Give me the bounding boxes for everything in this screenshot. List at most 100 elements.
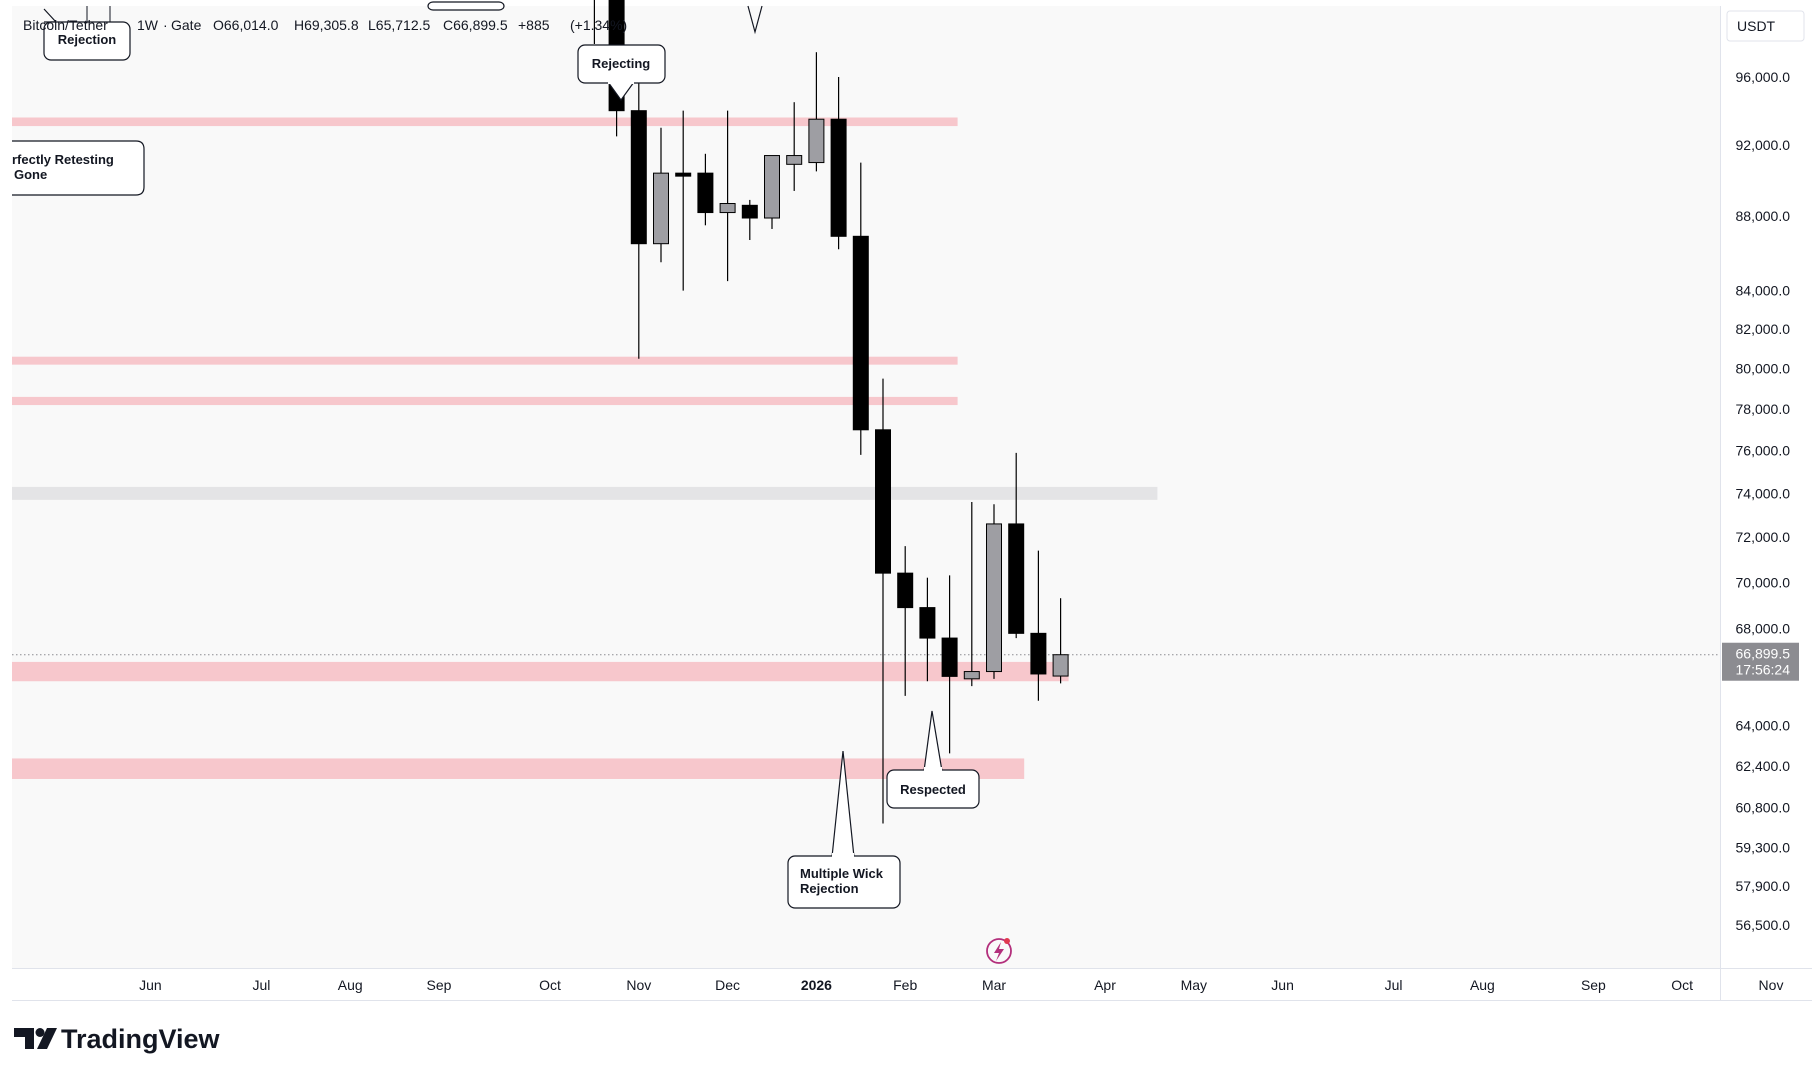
price-tick-label: 78,000.0	[1736, 401, 1791, 417]
candle-20	[986, 504, 1002, 679]
zone-1	[12, 356, 958, 365]
annotation-rejecting-text: Rejecting	[592, 56, 651, 71]
legend-symbol: Bitcoin/Tether	[23, 17, 108, 33]
time-tick-label: Jul	[252, 977, 270, 993]
candle-12	[808, 52, 825, 172]
time-tick-label: Mar	[982, 977, 1006, 993]
price-tick-label: 70,000.0	[1736, 574, 1791, 590]
time-tick-label: Sep	[427, 977, 452, 993]
candle-22	[1030, 550, 1047, 701]
price-tick-label: 76,000.0	[1736, 443, 1791, 459]
price-axis-labels: 96,000.0 92,000.0 88,000.0 84,000.0 82,000.0…	[1736, 69, 1791, 933]
candle-body	[986, 523, 1002, 673]
candle-9	[741, 199, 758, 240]
price-tick-label: 57,900.0	[1736, 878, 1791, 894]
time-tick-label: Apr	[1094, 977, 1116, 993]
candle-13	[830, 77, 847, 250]
candle-16	[897, 546, 914, 696]
zone-5	[12, 758, 1025, 779]
candle-body	[1030, 632, 1047, 675]
annotation-multiple-wick-line2: Rejection	[800, 881, 859, 896]
currency-label: USDT	[1737, 18, 1776, 34]
legend-low: L65,712.5	[368, 17, 430, 33]
price-axis-area[interactable]	[1720, 6, 1812, 968]
annotation-multiple-wick-line1: Multiple Wick	[800, 866, 884, 881]
candle-body	[719, 203, 736, 214]
candle-body	[941, 637, 958, 677]
last-price-countdown: 17:56:24	[1736, 662, 1791, 678]
annotation-retesting[interactable]: rfectly Retesting Gone	[12, 140, 145, 196]
candle-body	[963, 671, 980, 680]
time-tick-label: Jun	[139, 977, 162, 993]
time-tick-label: May	[1181, 977, 1207, 993]
tradingview-logo-text: TradingView	[61, 1024, 221, 1054]
time-axis-labels: Jun Jul Aug Sep Oct Nov Dec 2026 Feb Mar Apr May Jun…	[139, 977, 1783, 993]
candle-body	[808, 118, 825, 164]
zone-layer	[12, 117, 1158, 779]
candle-19	[963, 502, 980, 687]
time-tick-label: Nov	[626, 977, 651, 993]
candle-layer	[593, 0, 1069, 824]
time-tick-label: Dec	[715, 977, 740, 993]
currency-button[interactable]: USDT	[1726, 10, 1805, 42]
annotation-top-left[interactable]: Rejection	[43, 6, 131, 61]
candle-5	[653, 127, 669, 263]
candle-body	[830, 118, 847, 237]
legend-change: +885	[518, 17, 550, 33]
annotation-rejecting[interactable]: Rejecting	[577, 44, 666, 102]
annotation-respected[interactable]: Respected	[886, 710, 980, 809]
candle-body	[675, 172, 692, 177]
time-tick-label: Jun	[1271, 977, 1294, 993]
legend-high: H69,305.8	[294, 17, 359, 33]
price-tick-label: 74,000.0	[1736, 485, 1791, 501]
time-tick-label: Aug	[1470, 977, 1495, 993]
price-tick-label: 59,300.0	[1736, 840, 1791, 856]
price-tick-label: 92,000.0	[1736, 137, 1791, 153]
price-tick-label: 68,000.0	[1736, 621, 1791, 637]
tradingview-logo-mark	[14, 1028, 57, 1049]
candle-body	[919, 607, 936, 639]
time-tick-label: Aug	[338, 977, 363, 993]
offscreen-box-edge	[427, 1, 505, 11]
annotation-retesting-line2: Gone	[14, 167, 47, 182]
alert-lightning-icon[interactable]	[986, 938, 1012, 964]
candle-body	[653, 172, 669, 245]
candle-11	[786, 102, 803, 191]
price-tick-label: 82,000.0	[1736, 321, 1791, 337]
candle-body	[852, 235, 869, 431]
candle-2	[593, 0, 596, 45]
candle-body	[741, 204, 758, 219]
candle-17	[919, 577, 936, 682]
candle-body	[697, 172, 714, 214]
price-tick-label: 56,500.0	[1736, 917, 1791, 933]
time-tick-label: Nov	[1759, 977, 1784, 993]
zone-2	[12, 396, 958, 406]
time-tick-label: Jul	[1385, 977, 1403, 993]
price-tick-label: 96,000.0	[1736, 69, 1791, 85]
time-tick-label: Feb	[893, 977, 917, 993]
tradingview-logo[interactable]: TradingView	[14, 1024, 221, 1054]
price-tick-label: 72,000.0	[1736, 529, 1791, 545]
candle-18	[941, 575, 958, 754]
annotation-retesting-line1: rfectly Retesting	[12, 152, 114, 167]
candle-10	[764, 155, 780, 229]
legend-exchange: Gate	[171, 17, 202, 33]
price-tick-label: 62,400.0	[1736, 758, 1791, 774]
candle-body	[630, 110, 647, 245]
candle-7	[697, 153, 714, 226]
candle-body	[764, 155, 780, 219]
time-tick-label: Oct	[1671, 977, 1693, 993]
legend-line: Bitcoin/Tether 1W · Gate O66,014.0 H69,3…	[23, 17, 627, 33]
annotation-multiple-wick[interactable]: Multiple Wick Rejection	[787, 750, 901, 909]
candle-6	[675, 110, 692, 291]
legend-interval: 1W	[137, 17, 159, 33]
candle-body	[786, 155, 803, 165]
price-tick-label: 64,000.0	[1736, 718, 1791, 734]
candle-23	[1052, 598, 1069, 684]
time-tick-label: Sep	[1581, 977, 1606, 993]
annotation-top-left-text: Rejection	[58, 32, 117, 47]
candle-14	[852, 162, 869, 455]
annotation-respected-text: Respected	[900, 782, 966, 797]
